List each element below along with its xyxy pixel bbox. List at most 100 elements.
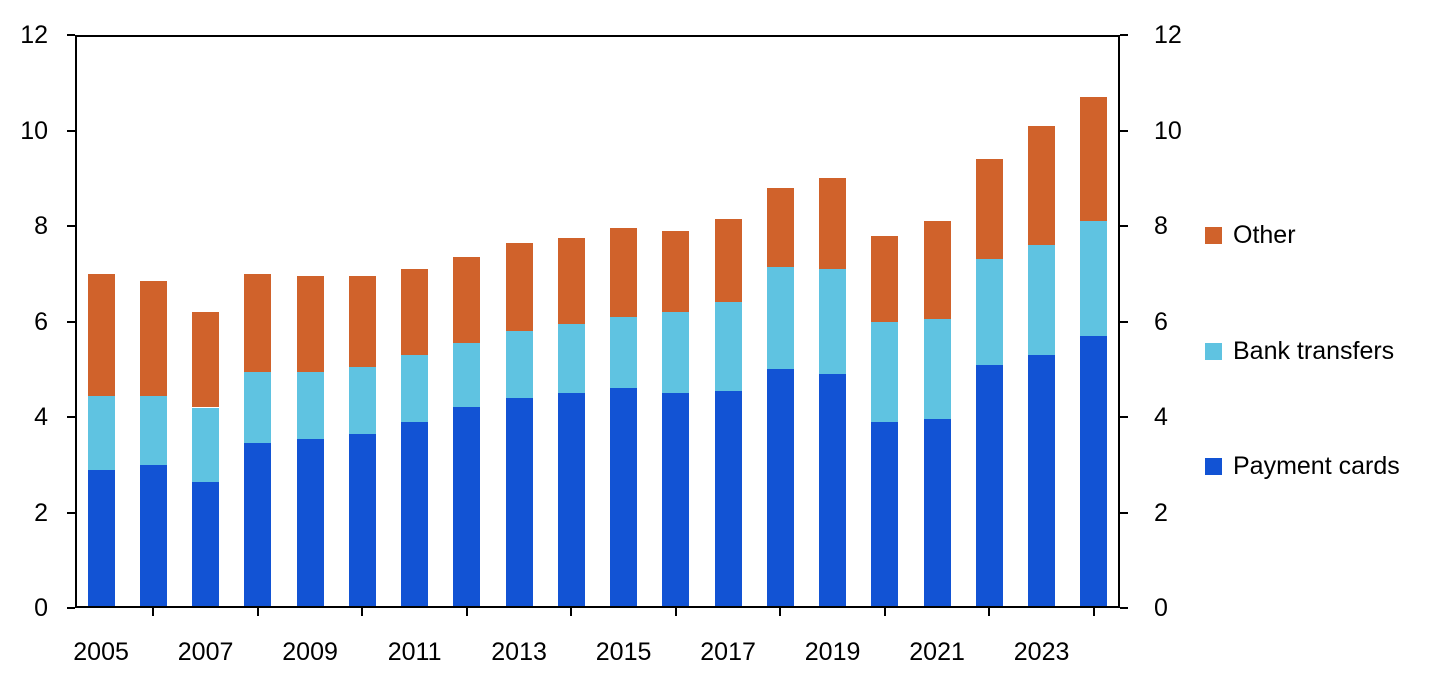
bar-segment-2010-bank-transfers [348,366,376,434]
y-axis-right-tick-label: 4 [1154,403,1168,431]
y-axis-left-tick [67,225,75,227]
x-axis-tick [152,608,155,616]
bar-segment-2013-bank-transfers [505,331,533,398]
bar-segment-2021-other [923,221,951,320]
y-axis-right-tick [1120,607,1128,609]
bar-segment-2021-payment-cards [923,419,951,608]
y-axis-right-tick [1120,129,1128,132]
y-axis-left-tick-label: 4 [34,403,48,431]
bar-segment-2016-bank-transfers [662,311,690,394]
bar-segment-2011-other [401,268,429,355]
bar-segment-2010-payment-cards [348,433,376,608]
x-axis-tick [570,608,573,616]
bar-segment-2020-payment-cards [871,421,899,608]
bar-segment-2021-bank-transfers [923,319,951,420]
bar-segment-2023-bank-transfers [1028,245,1056,355]
bar-segment-2019-bank-transfers [819,268,847,374]
bar-segment-2009-bank-transfers [296,371,324,439]
bar-segment-2024-bank-transfers [1080,221,1108,336]
x-axis-tick-label: 2013 [491,638,547,666]
bar-segment-2016-other [662,230,690,312]
legend-label-payment-cards: Payment cards [1233,451,1400,480]
x-axis-tick-label: 2005 [73,638,129,666]
bar-segment-2015-other [610,228,638,317]
y-axis-right-tick-label: 10 [1154,116,1182,145]
x-axis-tick [988,608,991,616]
bar-segment-2022-bank-transfers [975,259,1003,365]
x-axis-tick-label: 2023 [1013,638,1070,666]
x-axis-tick [256,608,259,616]
y-axis-left-tick-label: 0 [34,594,48,622]
legend-label-other: Other [1233,220,1296,249]
bar-segment-2009-payment-cards [296,438,324,608]
legend-label-bank-transfers: Bank transfers [1233,336,1395,365]
bar-segment-2005-other [87,273,115,396]
legend-item-bank-transfers: Bank transfers [1205,336,1394,366]
y-axis-right-tick [1120,511,1128,514]
x-axis-tick-label: 2017 [700,638,756,666]
x-axis-tick-label: 2021 [909,638,965,666]
bar-segment-2006-other [139,280,167,396]
y-axis-left-tick-label: 6 [34,307,48,336]
bar-segment-2020-other [871,235,899,322]
legend-item-other: Other [1205,220,1296,250]
bar-segment-2015-payment-cards [610,388,638,608]
bar-segment-2016-payment-cards [662,393,690,608]
y-axis-right-tick-label: 2 [1154,498,1168,527]
y-axis-right-tick [1120,34,1128,36]
bar-segment-2015-bank-transfers [610,316,638,389]
y-axis-left-tick-label: 2 [34,498,48,527]
bar-segment-2007-payment-cards [192,481,220,608]
bar-segment-2019-payment-cards [819,374,847,608]
bar-segment-2014-other [557,237,585,324]
bar-segment-2018-bank-transfers [766,266,794,370]
plot-area [75,35,1120,608]
y-axis-left-tick [67,34,75,36]
y-axis-right-tick-label: 0 [1154,594,1168,622]
bar-segment-2023-payment-cards [1028,354,1056,608]
x-axis-tick [883,608,886,616]
y-axis-left-tick [67,129,75,132]
bar-segment-2007-other [192,311,220,408]
y-axis-right-tick-label: 8 [1154,212,1168,240]
bar-segment-2012-bank-transfers [453,342,481,408]
bar-segment-2010-other [348,276,376,367]
y-axis-right-tick [1120,416,1128,418]
bar-segment-2008-payment-cards [244,443,272,608]
bar-segment-2014-payment-cards [557,393,585,608]
y-axis-left-tick [67,607,75,609]
bar-segment-2013-other [505,242,533,331]
bar-segment-2008-other [244,273,272,372]
x-axis-tick [361,608,364,616]
bar-segment-2013-payment-cards [505,397,533,608]
bar-segment-2012-other [453,257,481,343]
bar-segment-2023-other [1028,125,1056,246]
y-axis-right-tick [1120,225,1128,227]
bar-segment-2009-other [296,276,324,372]
legend-swatch-payment-cards [1205,457,1222,475]
legend-swatch-other [1205,226,1222,244]
x-axis-tick-label: 2019 [804,638,861,666]
bar-segment-2017-other [714,218,742,303]
bar-segment-2024-payment-cards [1080,335,1108,608]
bar-segment-2006-bank-transfers [139,395,167,465]
x-axis-tick [674,608,677,616]
x-axis-tick [779,608,782,616]
bar-segment-2020-bank-transfers [871,321,899,422]
bar-segment-2022-payment-cards [975,364,1003,608]
y-axis-right-tick-label: 6 [1154,307,1168,336]
y-axis-left-tick-label: 12 [20,21,48,49]
y-axis-left-tick-label: 10 [20,116,48,145]
x-axis-tick-label: 2011 [387,638,442,666]
bar-segment-2018-payment-cards [766,369,794,608]
bar-segment-2019-other [819,178,847,269]
x-axis-tick [465,608,468,616]
bar-segment-2007-bank-transfers [192,407,220,482]
bar-segment-2005-payment-cards [87,469,115,608]
bar-segment-2011-bank-transfers [401,355,429,422]
bar-segment-2006-payment-cards [139,464,167,608]
y-axis-left-tick [67,320,75,323]
legend-swatch-bank-transfers [1205,342,1222,360]
y-axis-right-tick [1120,320,1128,323]
